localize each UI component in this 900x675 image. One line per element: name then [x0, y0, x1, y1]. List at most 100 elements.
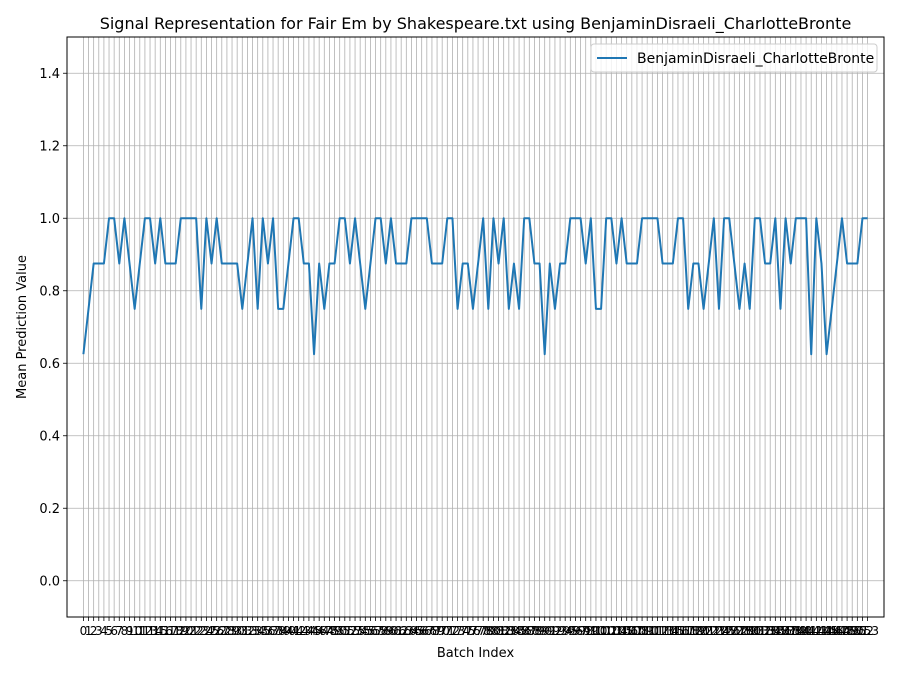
- y-tick-label: 1.2: [39, 139, 60, 154]
- x-tick-label: 9: [126, 624, 134, 638]
- x-tick-label: 83: [501, 624, 516, 638]
- x-tick-label: 33: [245, 624, 260, 638]
- y-tick-label: 0.4: [39, 429, 60, 444]
- x-tick-label: 47: [317, 624, 332, 638]
- x-tick-label: 143: [805, 624, 828, 638]
- x-tick-label: 19: [173, 624, 188, 638]
- x-tick-label: 134: [759, 624, 782, 638]
- x-tick-label: 81: [491, 624, 506, 638]
- x-tick-label: 89: [532, 624, 547, 638]
- x-tick-label: 31: [235, 624, 250, 638]
- y-tick-label: 1.0: [39, 212, 60, 227]
- x-tick-label: 86: [517, 624, 532, 638]
- x-tick-label: 54: [353, 624, 368, 638]
- x-tick-label: 44: [301, 624, 316, 638]
- x-tick-label: 41: [286, 624, 301, 638]
- x-tick-label: 140: [790, 624, 813, 638]
- x-tick-label: 135: [764, 624, 787, 638]
- x-tick-label: 109: [631, 624, 654, 638]
- x-tick-label: 57: [368, 624, 383, 638]
- x-tick-label: 36: [260, 624, 275, 638]
- x-tick-label: 49: [327, 624, 342, 638]
- y-tick-label: 0.6: [39, 357, 60, 372]
- x-tick-label: 108: [625, 624, 648, 638]
- x-tick-label: 116: [667, 624, 690, 638]
- plot-frame: [66, 36, 885, 618]
- x-tick-label: 107: [620, 624, 643, 638]
- x-tick-label: 20: [178, 624, 193, 638]
- x-tick-label: 104: [605, 624, 628, 638]
- x-tick-label: 16: [158, 624, 173, 638]
- x-tick-label: 46: [312, 624, 327, 638]
- x-tick-label: 115: [661, 624, 684, 638]
- chart-title: Signal Representation for Fair Em by Sha…: [100, 14, 852, 34]
- x-tick-label: 42: [291, 624, 306, 638]
- x-tick-label: 132: [749, 624, 772, 638]
- x-tick-label: 69: [429, 624, 444, 638]
- x-tick-label: 126: [718, 624, 741, 638]
- x-tick-label: 25: [204, 624, 219, 638]
- x-tick-label: 137: [774, 624, 797, 638]
- x-axis-label: Batch Index: [437, 646, 515, 661]
- x-tick-label: 102: [595, 624, 618, 638]
- x-tick-label: 3: [95, 624, 103, 638]
- y-tick-label: 0.2: [39, 502, 60, 517]
- x-tick-label: 14: [148, 624, 163, 638]
- x-tick-label: 15: [153, 624, 168, 638]
- series-layer: [82, 217, 868, 356]
- x-tick-label: 120: [687, 624, 710, 638]
- x-tick-label: 85: [511, 624, 526, 638]
- x-tick-label: 80: [486, 624, 501, 638]
- x-tick-label: 99: [583, 624, 598, 638]
- x-tick-label: 34: [250, 624, 265, 638]
- x-tick-label: 91: [542, 624, 557, 638]
- x-tick-label: 5: [105, 624, 113, 638]
- x-tick-label: 96: [568, 624, 583, 638]
- x-tick-label: 133: [754, 624, 777, 638]
- legend-label: BenjaminDisraeli_CharlotteBronte: [637, 51, 874, 67]
- x-tick-label: 112: [646, 624, 669, 638]
- x-tick-label: 43: [296, 624, 311, 638]
- x-tick-label: 130: [738, 624, 761, 638]
- x-tick-label: 56: [363, 624, 378, 638]
- x-tick-label: 45: [306, 624, 321, 638]
- x-tick-label: 105: [610, 624, 633, 638]
- x-tick-label: 77: [470, 624, 485, 638]
- y-tick-label: 0.8: [39, 284, 60, 299]
- x-tick-label: 40: [281, 624, 296, 638]
- x-tick-label: 28: [219, 624, 234, 638]
- x-tick-label: 113: [651, 624, 674, 638]
- x-tick-label: 94: [558, 624, 573, 638]
- x-tick-label: 147: [825, 624, 848, 638]
- x-tick-label: 97: [573, 624, 588, 638]
- x-tick-label: 98: [578, 624, 593, 638]
- legend-box: [590, 43, 878, 73]
- x-tick-label: 66: [414, 624, 429, 638]
- x-tick-label: 128: [728, 624, 751, 638]
- x-tick-label: 142: [800, 624, 823, 638]
- x-tick-label: 65: [409, 624, 424, 638]
- x-tick-label: 38: [271, 624, 286, 638]
- x-tick-label: 111: [641, 624, 664, 638]
- x-tick-label: 74: [455, 624, 470, 638]
- x-tick-label: 131: [743, 624, 766, 638]
- x-tick-label: 122: [697, 624, 720, 638]
- x-tick-label: 1: [85, 624, 93, 638]
- x-tick-label: 124: [708, 624, 731, 638]
- y-axis-ticks: 0.0 0.2 0.4 0.6 0.8 1.0 1.2 1.4: [39, 67, 67, 589]
- x-tick-label: 92: [547, 624, 562, 638]
- x-tick-label: 121: [692, 624, 715, 638]
- x-tick-label: 103: [600, 624, 623, 638]
- x-tick-label: 151: [846, 624, 869, 638]
- series-line: [82, 217, 868, 356]
- x-tick-label: 82: [496, 624, 511, 638]
- x-tick-label: 12: [137, 624, 152, 638]
- x-tick-label: 64: [404, 624, 419, 638]
- x-tick-label: 48: [322, 624, 337, 638]
- x-tick-label: 63: [399, 624, 414, 638]
- x-tick-label: 55: [358, 624, 373, 638]
- x-tick-label: 106: [615, 624, 638, 638]
- x-tick-label: 129: [733, 624, 756, 638]
- x-tick-label: 26: [209, 624, 224, 638]
